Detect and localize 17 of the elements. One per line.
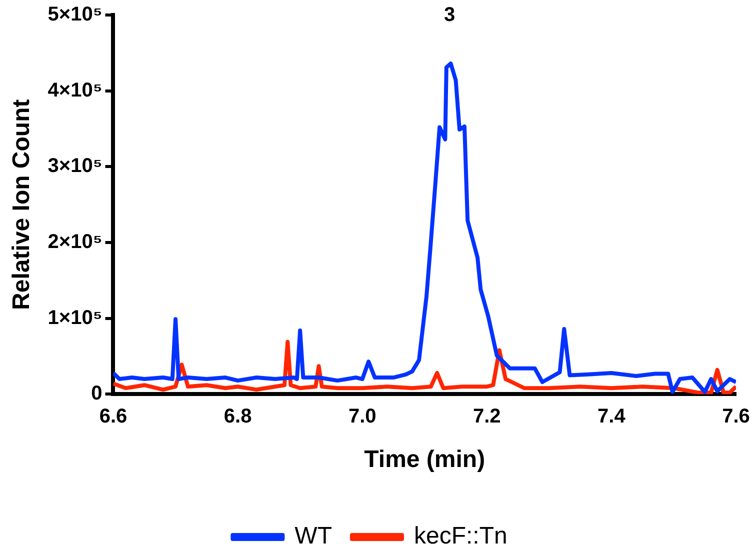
x-tick-label: 7.0	[348, 406, 376, 428]
x-tick-label: 7.2	[472, 406, 501, 428]
y-tick-label: 5×10⁵	[48, 4, 102, 26]
legend-label: kecF::Tn	[414, 522, 508, 550]
x-tick-label: 7.6	[722, 406, 750, 428]
y-tick-label: 4×10⁵	[48, 79, 102, 102]
x-tick-label: 6.6	[99, 406, 128, 428]
x-tick-label: 7.4	[598, 406, 626, 428]
y-tick-label: 2×10⁵	[48, 231, 102, 254]
y-axis-title: Relative Ion Count	[8, 99, 36, 310]
annotation: 3	[444, 4, 456, 26]
x-tick-label: 6.8	[224, 406, 252, 428]
x-axis-title: Time (min)	[364, 446, 486, 474]
legend-label: WT	[294, 522, 332, 550]
y-tick-label: 3×10⁵	[48, 155, 102, 178]
y-tick-label: 0	[91, 382, 102, 405]
y-tick-label: 1×10⁵	[48, 306, 102, 329]
